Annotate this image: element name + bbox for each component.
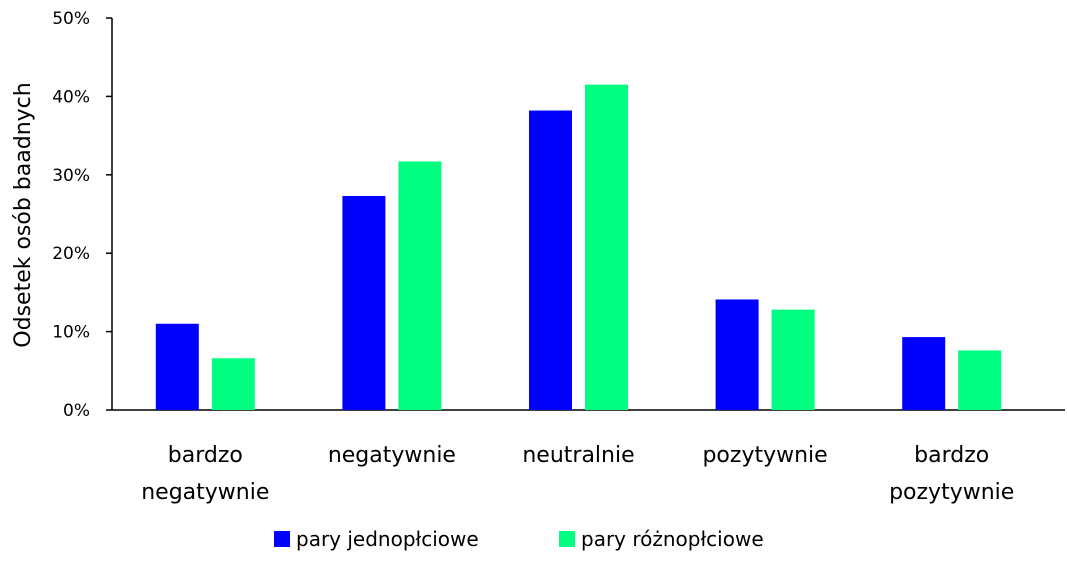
bar-series-1 bbox=[715, 299, 759, 410]
legend-label: pary różnopłciowe bbox=[581, 527, 764, 551]
y-tick-label: 0% bbox=[63, 401, 90, 421]
y-tick-label: 30% bbox=[52, 166, 90, 186]
bar-series-2 bbox=[958, 350, 1002, 410]
x-category-label: bardzo pozytywnie bbox=[889, 443, 1014, 505]
x-category-label: negatywnie bbox=[328, 443, 456, 468]
category-labels: bardzo negatywnie negatywnie neutralnie pozy… bbox=[141, 443, 1014, 505]
y-tick-label: 20% bbox=[52, 244, 90, 264]
y-tick-label: 10% bbox=[52, 323, 90, 343]
bars bbox=[155, 84, 1002, 411]
legend-swatch bbox=[559, 531, 575, 547]
bar-series-2 bbox=[771, 309, 815, 410]
bar-series-1 bbox=[155, 323, 199, 410]
x-category-label: neutralnie bbox=[522, 443, 634, 468]
y-tick-label: 40% bbox=[52, 87, 90, 107]
legend-label: pary jednopłciowe bbox=[296, 527, 479, 551]
bar-series-2 bbox=[211, 358, 255, 410]
bar-series-1 bbox=[342, 195, 386, 410]
bar-series-1 bbox=[529, 110, 572, 411]
y-tick-label: 50% bbox=[52, 9, 90, 29]
bar-series-2 bbox=[585, 84, 628, 410]
legend: pary jednopłciowe pary różnopłciowe bbox=[274, 527, 764, 551]
x-category-label: pozytywnie bbox=[702, 443, 827, 468]
bar-series-1 bbox=[902, 337, 946, 410]
y-axis-label: Odsetek osób baadnych bbox=[11, 82, 36, 347]
bar-series-2 bbox=[398, 161, 442, 410]
x-category-label: bardzo negatywnie bbox=[141, 443, 269, 505]
legend-swatch bbox=[274, 531, 290, 547]
